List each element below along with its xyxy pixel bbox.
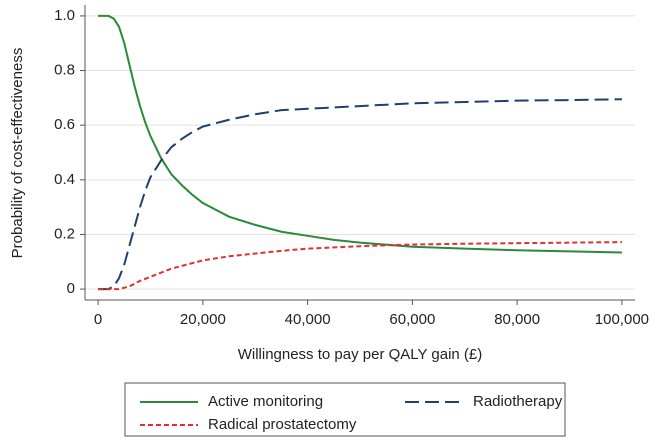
x-tick-label: 0 — [94, 311, 102, 328]
y-tick-label: 0.4 — [54, 171, 75, 188]
x-tick-label: 80,000 — [494, 311, 540, 328]
x-tick-label: 60,000 — [389, 311, 435, 328]
y-tick-label: 0.8 — [54, 62, 75, 79]
series-line — [98, 241, 622, 291]
legend-label: Radical prostatectomy — [208, 416, 357, 433]
x-tick-label: 40,000 — [285, 311, 331, 328]
y-tick-label: 0 — [67, 280, 75, 297]
legend-box — [124, 382, 566, 437]
x-tick-label: 100,000 — [595, 311, 649, 328]
x-tick-label: 20,000 — [180, 311, 226, 328]
y-tick-label: 0.6 — [54, 116, 75, 133]
series-line — [98, 98, 622, 291]
x-axis-title: Willingness to pay per QALY gain (£) — [238, 346, 483, 363]
series-line — [98, 14, 622, 254]
legend-label: Active monitoring — [208, 393, 323, 410]
legend-label: Radiotherapy — [473, 393, 563, 410]
y-tick-label: 0.2 — [54, 225, 75, 242]
y-tick-label: 1.0 — [54, 7, 75, 24]
y-axis-title: Probability of cost-effectiveness — [9, 48, 26, 259]
